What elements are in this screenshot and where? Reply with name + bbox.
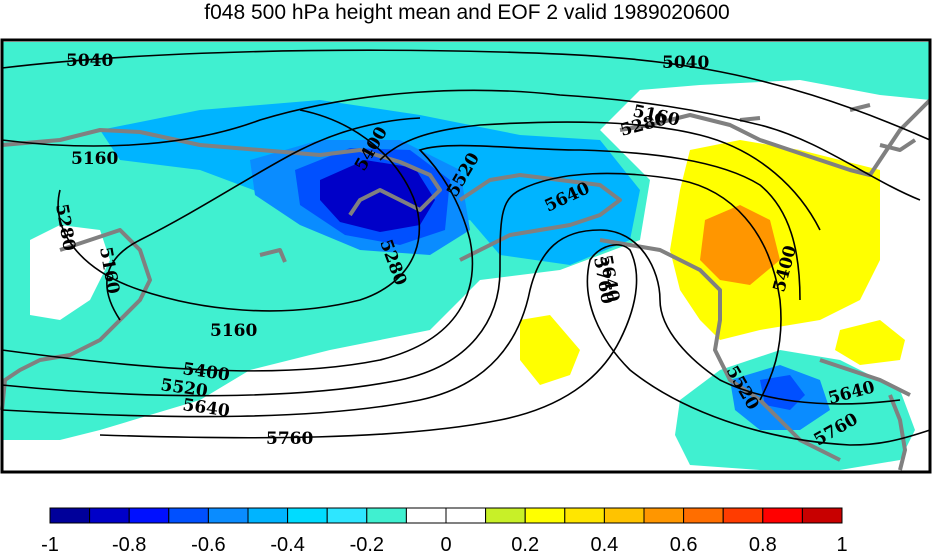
colorbar-box (287, 507, 328, 524)
colorbar-box (485, 507, 526, 524)
contour-5520 (1, 172, 782, 401)
colorbar-box (128, 507, 170, 524)
colorbar-box (643, 507, 685, 524)
contour-5280 (57, 109, 421, 312)
colorbar-tick-label: 0.4 (590, 534, 619, 556)
positive-region-small-2 (835, 320, 905, 365)
coastline-gulf (819, 358, 911, 471)
colorbar-tick-label: -0.8 (111, 534, 147, 556)
colorbar-tick-label: 1 (836, 534, 848, 556)
positive-region-core (700, 205, 780, 285)
colorbar-tick-label: -0.2 (349, 534, 385, 556)
contour-5160 (1, 89, 921, 201)
colorbar-box (683, 507, 724, 524)
contour-5280-b (379, 121, 821, 231)
colorbar-box (326, 507, 368, 524)
colorbar-tick-label: -1 (41, 534, 59, 556)
colorbar-box (366, 507, 407, 524)
contour-5760 (99, 244, 931, 446)
positive-region-small-1 (520, 315, 580, 385)
colorbar-tick-label: -0.4 (270, 534, 305, 556)
colorbar-box (524, 507, 566, 524)
colorbar-tick-label: 0.2 (511, 534, 540, 556)
coastline-northeast (619, 98, 932, 177)
colorbar-box (168, 507, 209, 524)
contour-5640 (1, 229, 901, 418)
contour-label: 5040 (662, 53, 709, 73)
colorbar-tick-label: 0.8 (748, 534, 777, 556)
colorbar-box (722, 507, 764, 524)
coastline-north (1, 128, 442, 217)
plot-border (0, 38, 932, 474)
white-region-west (30, 225, 110, 320)
contour-5400 (1, 144, 801, 372)
contour-5040 (1, 49, 931, 141)
colorbar-box (207, 507, 249, 524)
contour-5160-inner (106, 117, 421, 321)
colorbar-box (801, 507, 843, 524)
coastline-arctic (458, 173, 622, 262)
coastline-east-coast (599, 238, 841, 462)
colorbar-box (247, 507, 289, 524)
colorbar-tick-label: 0.6 (669, 534, 698, 556)
eof-shading (2, 42, 930, 470)
colorbar-box (405, 507, 447, 524)
contour-label: 5160 (210, 321, 257, 341)
contour-label: 5040 (66, 51, 113, 71)
colorbar-tick-label: -0.6 (191, 534, 226, 556)
colorbar-box (49, 507, 91, 524)
colorbar-box (564, 507, 605, 524)
height-contours (1, 49, 931, 446)
colorbar-box (603, 507, 645, 524)
colorbar-box (445, 507, 487, 524)
contour-label: 5760 (266, 429, 313, 449)
contour-label: 5160 (71, 149, 118, 169)
colorbar-boxes (49, 507, 843, 524)
coastline-islands (259, 103, 917, 263)
colorbar-tick-label: 0 (440, 534, 452, 556)
colorbar-box (762, 507, 803, 524)
plot-title: f048 500 hPa height mean and EOF 2 valid… (204, 1, 730, 24)
colorbar-box (89, 507, 130, 524)
